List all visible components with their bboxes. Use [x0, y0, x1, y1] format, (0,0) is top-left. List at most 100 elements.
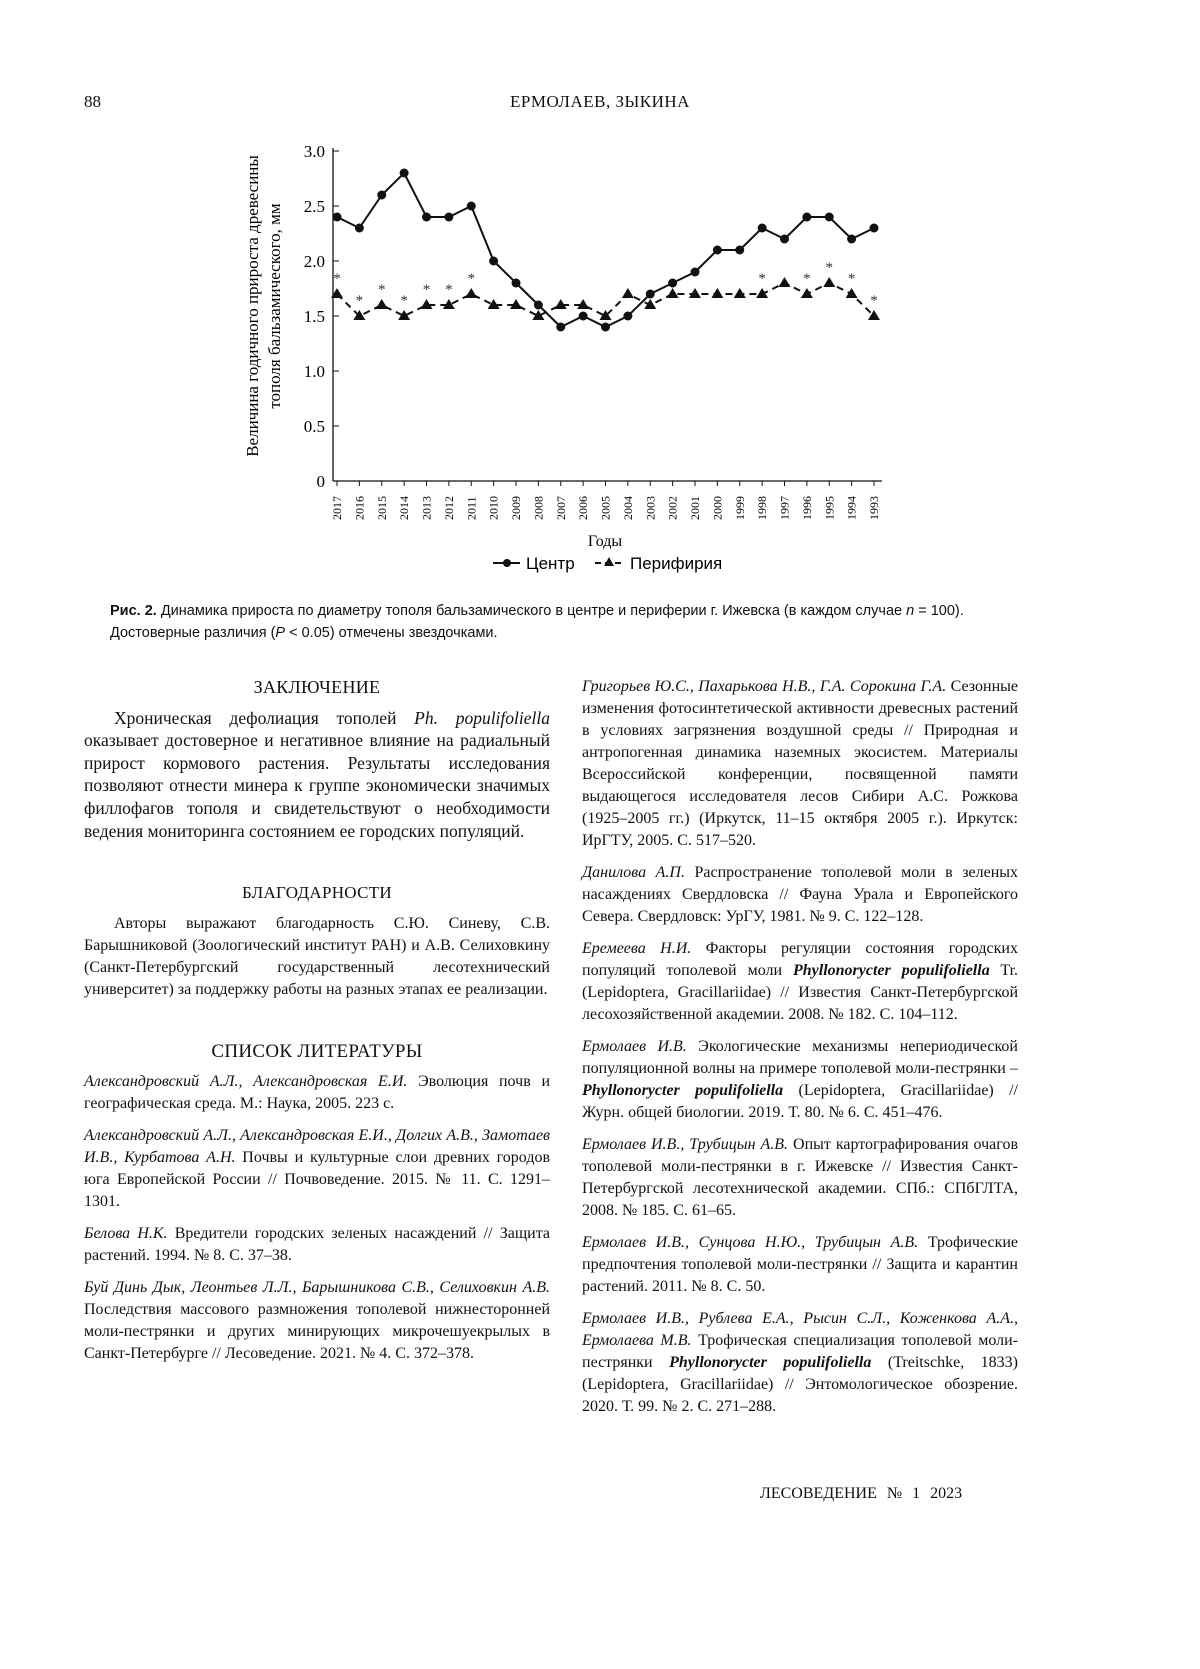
- data-point-center: [556, 322, 566, 332]
- x-axis-label: Годы: [588, 533, 623, 550]
- significance-star: *: [445, 282, 453, 298]
- x-tick-label: 2015: [375, 496, 389, 520]
- data-point-periphery: [577, 299, 590, 309]
- data-point-center: [757, 223, 767, 233]
- legend-periphery-marker: [604, 557, 614, 566]
- x-tick-label: 1997: [778, 496, 792, 520]
- references-title: СПИСОК ЛИТЕРАТУРЫ: [211, 1040, 423, 1062]
- data-point-center: [444, 212, 454, 222]
- reference-authors: Ермолаев И.В., Трубицын А.В.: [582, 1136, 789, 1153]
- figure-2-chart: 0 0.5 1.0 1.5 2.0 2.5 3.0 2017 2016 2015 2014 2013 2…: [243, 142, 882, 573]
- significance-star: *: [848, 271, 856, 287]
- series-line-center: [336, 171, 875, 329]
- data-point-center: [802, 212, 812, 222]
- data-point-center: [533, 300, 543, 310]
- data-point-center: [847, 234, 857, 244]
- references-left: Александровский А.Л., Александровская Е.…: [84, 1071, 550, 1365]
- footer-year: 2023: [930, 1485, 963, 1502]
- data-point-center: [824, 212, 834, 222]
- data-point-periphery: [778, 277, 791, 287]
- data-point-periphery: [666, 288, 679, 298]
- x-tick-label: 2016: [352, 496, 366, 520]
- caption-text: Динамика прироста по диаметру тополя бал…: [156, 603, 907, 619]
- data-point-periphery: [398, 310, 411, 320]
- reference-authors: Буй Динь Дык, Леонтьев Л.Л., Барышникова…: [84, 1279, 550, 1297]
- reference-item: Александровский А.Л., Александровская Е.…: [84, 1073, 551, 1113]
- data-point-periphery: [711, 288, 724, 298]
- data-point-center: [869, 223, 879, 233]
- reference-item: Григорьев Ю.С., Пахарькова Н.В., Г.А. Со…: [582, 678, 1018, 849]
- x-tick-label: 2008: [531, 496, 545, 520]
- data-point-center: [780, 234, 789, 244]
- data-point-periphery: [733, 288, 746, 298]
- data-point-center: [377, 190, 387, 200]
- x-tick-label: 2013: [420, 496, 434, 520]
- reference-authors: Александровский А.Л., Александровская Е.…: [84, 1073, 408, 1091]
- data-point-periphery: [800, 288, 813, 298]
- reference-item: Данилова А.П. Распространение тополевой …: [582, 864, 1019, 925]
- data-point-periphery: [644, 299, 657, 309]
- y-tick-label: 1.5: [304, 307, 325, 326]
- data-point-center: [690, 267, 700, 277]
- x-tick-label: 2011: [464, 496, 478, 520]
- conclusion-title: ЗАКЛЮЧЕНИЕ: [253, 677, 381, 697]
- y-tick-label: 0: [317, 472, 326, 491]
- reference-item: Ермолаев И.В., Трубицын А.В. Опыт картог…: [582, 1136, 1018, 1219]
- data-point-periphery: [331, 288, 343, 298]
- data-point-periphery: [599, 310, 612, 320]
- caption-text-2: = 100). Достоверные различия (: [110, 603, 964, 641]
- significance-star: *: [400, 293, 408, 309]
- significance-star: *: [826, 260, 834, 276]
- reference-authors: Ермолаев И.В., Сунцова Н.Ю., Трубицын А.…: [582, 1234, 919, 1251]
- x-tick-label: 1996: [800, 496, 814, 520]
- caption-label: Рис. 2.: [110, 603, 157, 619]
- data-point-periphery: [868, 310, 880, 320]
- reference-item: Ермолаев И.В. Экологические механизмы не…: [582, 1038, 1018, 1121]
- x-tick-label: 2010: [487, 496, 501, 520]
- y-axis-label-line1: Величина годичного прироста древесины: [243, 155, 262, 457]
- reference-item: Еремеева Н.И. Факторы регуляции состояни…: [582, 940, 1019, 1023]
- significance-star: *: [803, 271, 811, 287]
- y-tick-label: 2.0: [304, 252, 325, 271]
- footer-issue: № 1: [886, 1485, 921, 1502]
- legend-center-label: Центр: [526, 554, 575, 573]
- x-tick-label: 2001: [688, 496, 702, 520]
- reference-item: Ермолаев И.В., Рублева Е.А., Рысин С.Л.,…: [582, 1310, 1018, 1415]
- significance-star: *: [333, 271, 341, 287]
- reference-authors: Александровский А.Л., Александровская Е.…: [84, 1127, 550, 1167]
- y-axis-label-line2: тополя бальзамического, мм: [265, 203, 284, 409]
- significance-star: *: [758, 271, 766, 287]
- running-head: ЕРМОЛАЕВ, ЗЫКИНА: [510, 92, 690, 111]
- legend-center-marker: [503, 559, 511, 567]
- left-column: ЗАКЛЮЧЕНИЕ Хроническая дефолиация тополе…: [84, 676, 550, 1375]
- data-point-periphery: [621, 288, 634, 298]
- y-tick-label: 1.0: [304, 362, 325, 381]
- x-tick-label: 2000: [710, 496, 724, 520]
- reference-authors: Ермолаев И.В.: [582, 1038, 687, 1055]
- acknowledgments-title: БЛАГОДАРНОСТИ: [242, 883, 392, 903]
- data-point-center: [735, 245, 745, 255]
- data-point-center: [489, 256, 499, 266]
- significance-star: *: [356, 293, 364, 309]
- data-point-center: [332, 212, 342, 222]
- data-point-center: [668, 278, 678, 288]
- y-tick-label: 3.0: [304, 142, 325, 161]
- conclusion-text: Хроническая дефолиация тополей Ph. popul…: [84, 707, 550, 841]
- y-tick-label: 2.5: [304, 197, 325, 216]
- reference-authors: Данилова А.П.: [582, 864, 685, 881]
- data-point-periphery: [510, 299, 522, 309]
- right-column: Григорьев Ю.С., Пахарькова Н.В., Г.А. Со…: [582, 676, 1018, 1428]
- x-tick-label: 1998: [755, 496, 769, 520]
- data-point-periphery: [823, 277, 836, 287]
- x-tick-label: 2017: [330, 496, 344, 520]
- data-point-periphery: [465, 288, 478, 298]
- reference-authors: Григорьев Ю.С., Пахарькова Н.В., Г.А. Со…: [582, 678, 947, 695]
- x-tick-label: 2004: [621, 496, 635, 520]
- data-point-center: [578, 311, 588, 321]
- significance-star: *: [870, 293, 878, 309]
- data-point-periphery: [442, 299, 455, 309]
- reference-authors: Белова Н.К.: [84, 1225, 168, 1243]
- figure-caption: Рис. 2. Динамика прироста по диаметру то…: [110, 600, 1020, 644]
- reference-item: Белова Н.К. Вредители городских зеленых …: [84, 1225, 551, 1265]
